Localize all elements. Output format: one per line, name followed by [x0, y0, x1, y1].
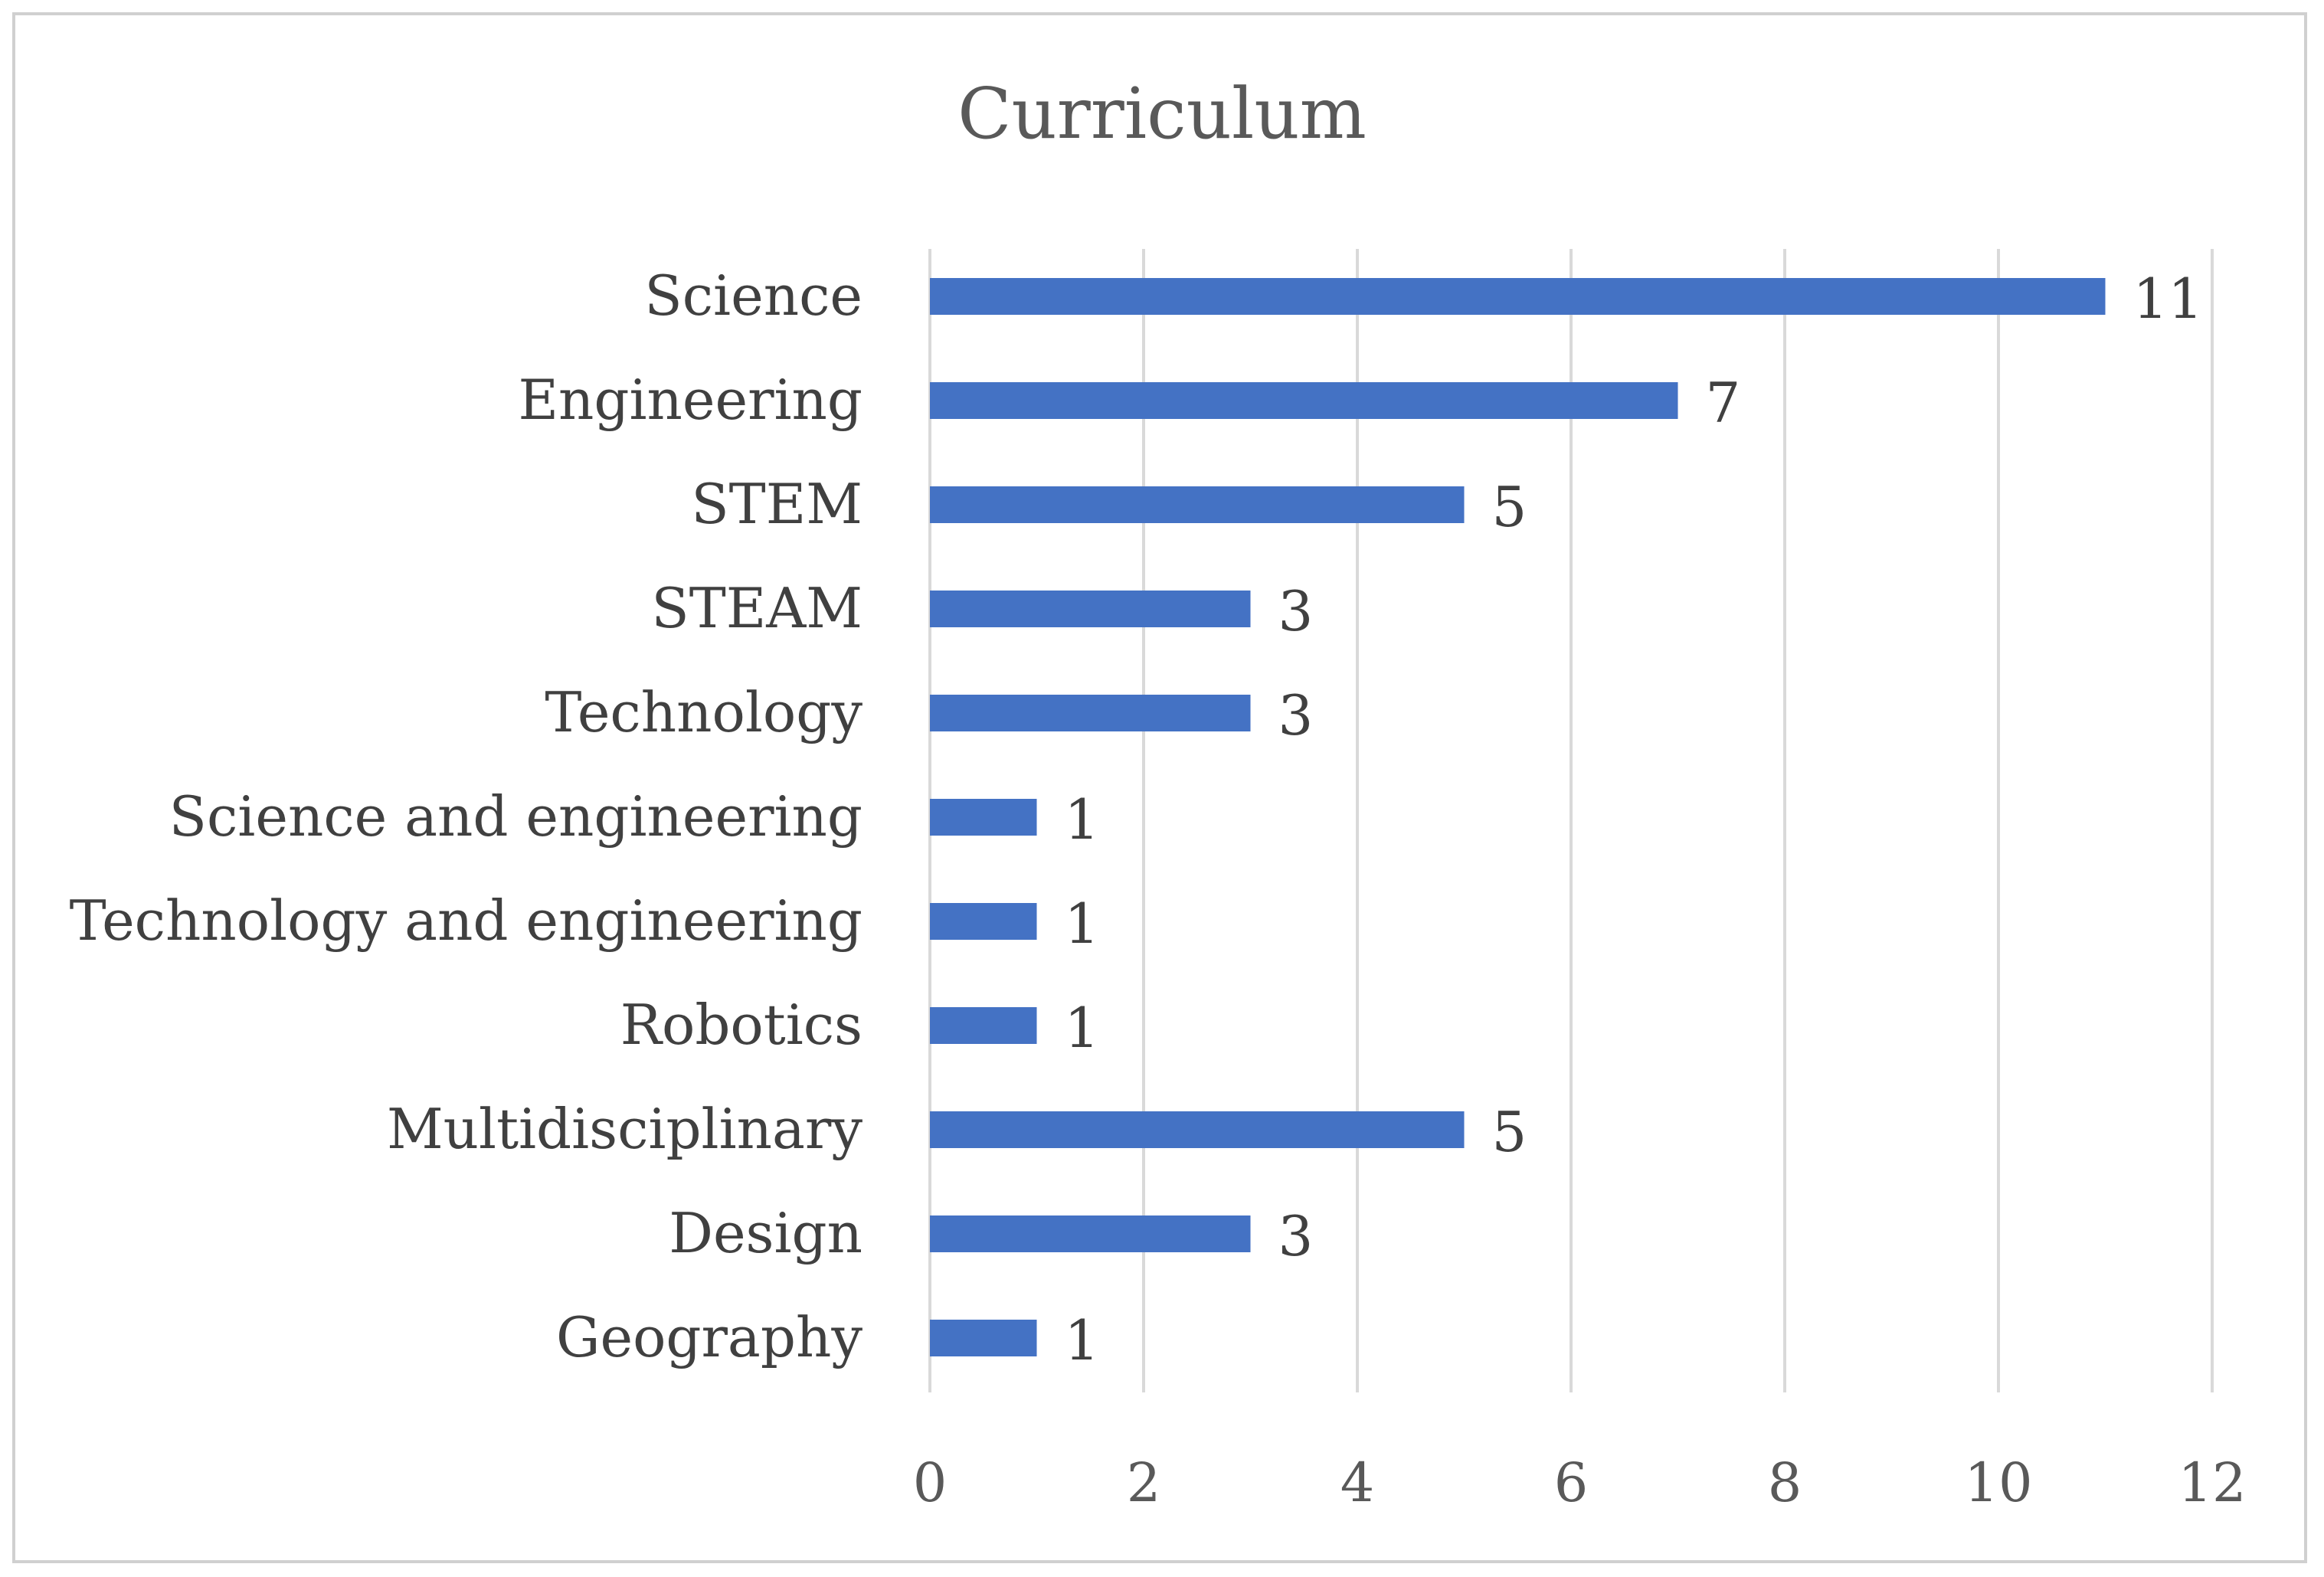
data-label-1: 7: [1706, 371, 1741, 435]
x-tick-label-2: 2: [1127, 1451, 1161, 1514]
data-label-10: 1: [1065, 1308, 1100, 1373]
category-label-0: Science: [644, 263, 862, 328]
category-label-7: Robotics: [620, 993, 862, 1057]
data-label-3: 3: [1278, 579, 1314, 643]
x-tick-labels: 0 2 4 6 8 10 12: [913, 1451, 2247, 1514]
data-label-0: 11: [2133, 267, 2204, 331]
bar-8: [930, 1111, 1465, 1148]
category-label-5: Science and engineering: [169, 784, 862, 849]
bar-6: [930, 903, 1037, 940]
bar-10: [930, 1320, 1037, 1356]
bar-2: [930, 486, 1465, 523]
x-tick-label-12: 12: [2178, 1451, 2246, 1514]
bar-3: [930, 591, 1251, 627]
data-label-2: 5: [1492, 475, 1527, 539]
category-label-6: Technology and engineering: [70, 888, 862, 953]
x-tick-label-6: 6: [1554, 1451, 1589, 1514]
category-label-4: Technology: [545, 680, 862, 744]
category-labels: Science Engineering STEM STEAM Technology Sci…: [70, 263, 863, 1369]
x-tick-label-0: 0: [913, 1451, 948, 1514]
category-label-2: STEM: [691, 472, 862, 536]
x-tick-label-8: 8: [1768, 1451, 1802, 1514]
chart-title: Curriculum: [957, 73, 1367, 155]
data-label-8: 5: [1492, 1100, 1527, 1164]
chart-frame: [12, 12, 2307, 1563]
bar-0: [930, 278, 2106, 315]
bar-9: [930, 1215, 1251, 1252]
bars: [930, 278, 2106, 1356]
x-tick-label-10: 10: [1964, 1451, 2032, 1514]
bar-1: [930, 382, 1678, 419]
category-label-9: Design: [669, 1201, 862, 1265]
data-label-9: 3: [1278, 1204, 1314, 1268]
x-tick-label-4: 4: [1340, 1451, 1375, 1514]
category-label-1: Engineering: [518, 368, 862, 432]
data-label-5: 1: [1065, 787, 1100, 852]
category-label-10: Geography: [556, 1305, 862, 1369]
data-label-6: 1: [1065, 892, 1100, 956]
category-label-8: Multidisciplinary: [387, 1097, 862, 1161]
bar-7: [930, 1007, 1037, 1044]
data-label-7: 1: [1065, 996, 1100, 1060]
bar-5: [930, 799, 1037, 836]
data-label-4: 3: [1278, 683, 1314, 748]
category-label-3: STEAM: [651, 576, 862, 640]
gridlines: [928, 249, 2214, 1392]
bar-4: [930, 695, 1251, 731]
